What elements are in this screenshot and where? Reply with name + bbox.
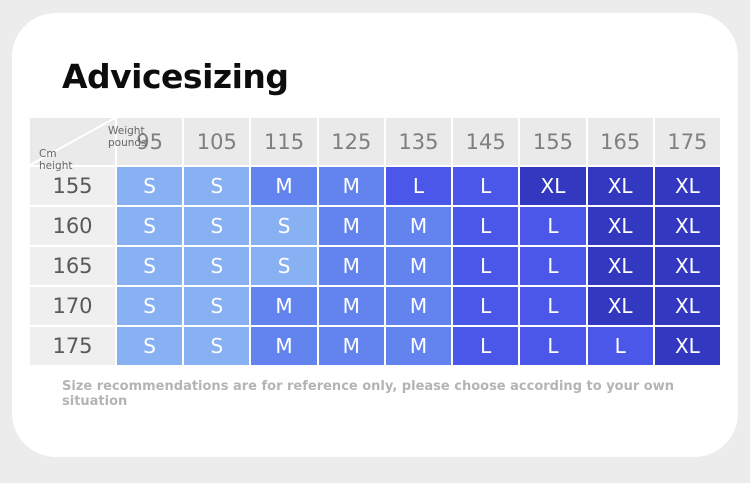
size-cell: XL [520, 167, 586, 205]
size-cell: XL [654, 327, 720, 365]
size-cell: S [251, 247, 317, 285]
size-cell: XL [654, 247, 720, 285]
size-cell: M [251, 287, 317, 325]
size-cell: S [184, 327, 250, 365]
size-cell: S [117, 247, 183, 285]
size-cell: S [117, 207, 183, 245]
size-cell: M [251, 327, 317, 365]
size-cell: L [385, 167, 452, 205]
table-corner-cell: Weight pounds Cm height [30, 118, 147, 172]
size-cell: L [520, 207, 586, 245]
size-cell: XL [654, 287, 720, 325]
size-cell: S [117, 327, 183, 365]
size-cell: S [184, 207, 250, 245]
column-header-95: 95 [117, 118, 183, 165]
size-table-wrap: Weight pounds Cm height 95 105 115 125 135 14… [30, 118, 720, 365]
size-cell: M [318, 167, 384, 205]
size-cell: L [520, 247, 586, 285]
column-header-115: 115 [251, 118, 317, 165]
column-header-125: 125 [318, 118, 384, 165]
size-cell: L [453, 287, 519, 325]
column-header-175: 175 [654, 118, 720, 165]
column-header-145: 145 [453, 118, 519, 165]
size-cell: S [184, 167, 250, 205]
row-header-165: 165 [30, 247, 115, 285]
size-cell: L [453, 327, 519, 365]
size-table: Weight pounds Cm height 95 105 115 125 135 14… [30, 118, 720, 365]
size-cell: M [385, 207, 452, 245]
size-cell: XL [654, 167, 720, 205]
size-cell: XL [587, 287, 653, 325]
size-cell: L [453, 167, 519, 205]
size-cell: M [318, 207, 384, 245]
row-header-170: 170 [30, 287, 115, 325]
size-cell: XL [654, 207, 720, 245]
size-cell: XL [587, 247, 653, 285]
size-cell: L [453, 207, 519, 245]
column-header-155: 155 [520, 118, 586, 165]
page-title: Advicesizing [62, 57, 289, 96]
size-cell: M [385, 327, 452, 365]
size-cell: S [117, 167, 183, 205]
column-header-105: 105 [184, 118, 250, 165]
size-cell: L [453, 247, 519, 285]
column-header-165: 165 [587, 118, 653, 165]
size-cell: L [587, 327, 653, 365]
size-advice-card: Advicesizing Weight pounds Cm height 95 1… [12, 13, 738, 457]
row-header-160: 160 [30, 207, 115, 245]
row-header-155: 155 [30, 167, 115, 205]
size-cell: M [318, 327, 384, 365]
size-cell: S [251, 207, 317, 245]
size-cell: M [385, 287, 452, 325]
size-cell: S [184, 287, 250, 325]
size-cell: XL [587, 207, 653, 245]
row-header-175: 175 [30, 327, 115, 365]
size-cell: S [184, 247, 250, 285]
column-header-135: 135 [385, 118, 452, 165]
size-cell: M [251, 167, 317, 205]
footer-note: Size recommendations are for reference o… [62, 379, 674, 409]
size-cell: XL [587, 167, 653, 205]
size-cell: L [520, 287, 586, 325]
size-cell: S [117, 287, 183, 325]
size-cell: M [318, 287, 384, 325]
size-cell: M [385, 247, 452, 285]
size-cell: M [318, 247, 384, 285]
size-cell: L [520, 327, 586, 365]
